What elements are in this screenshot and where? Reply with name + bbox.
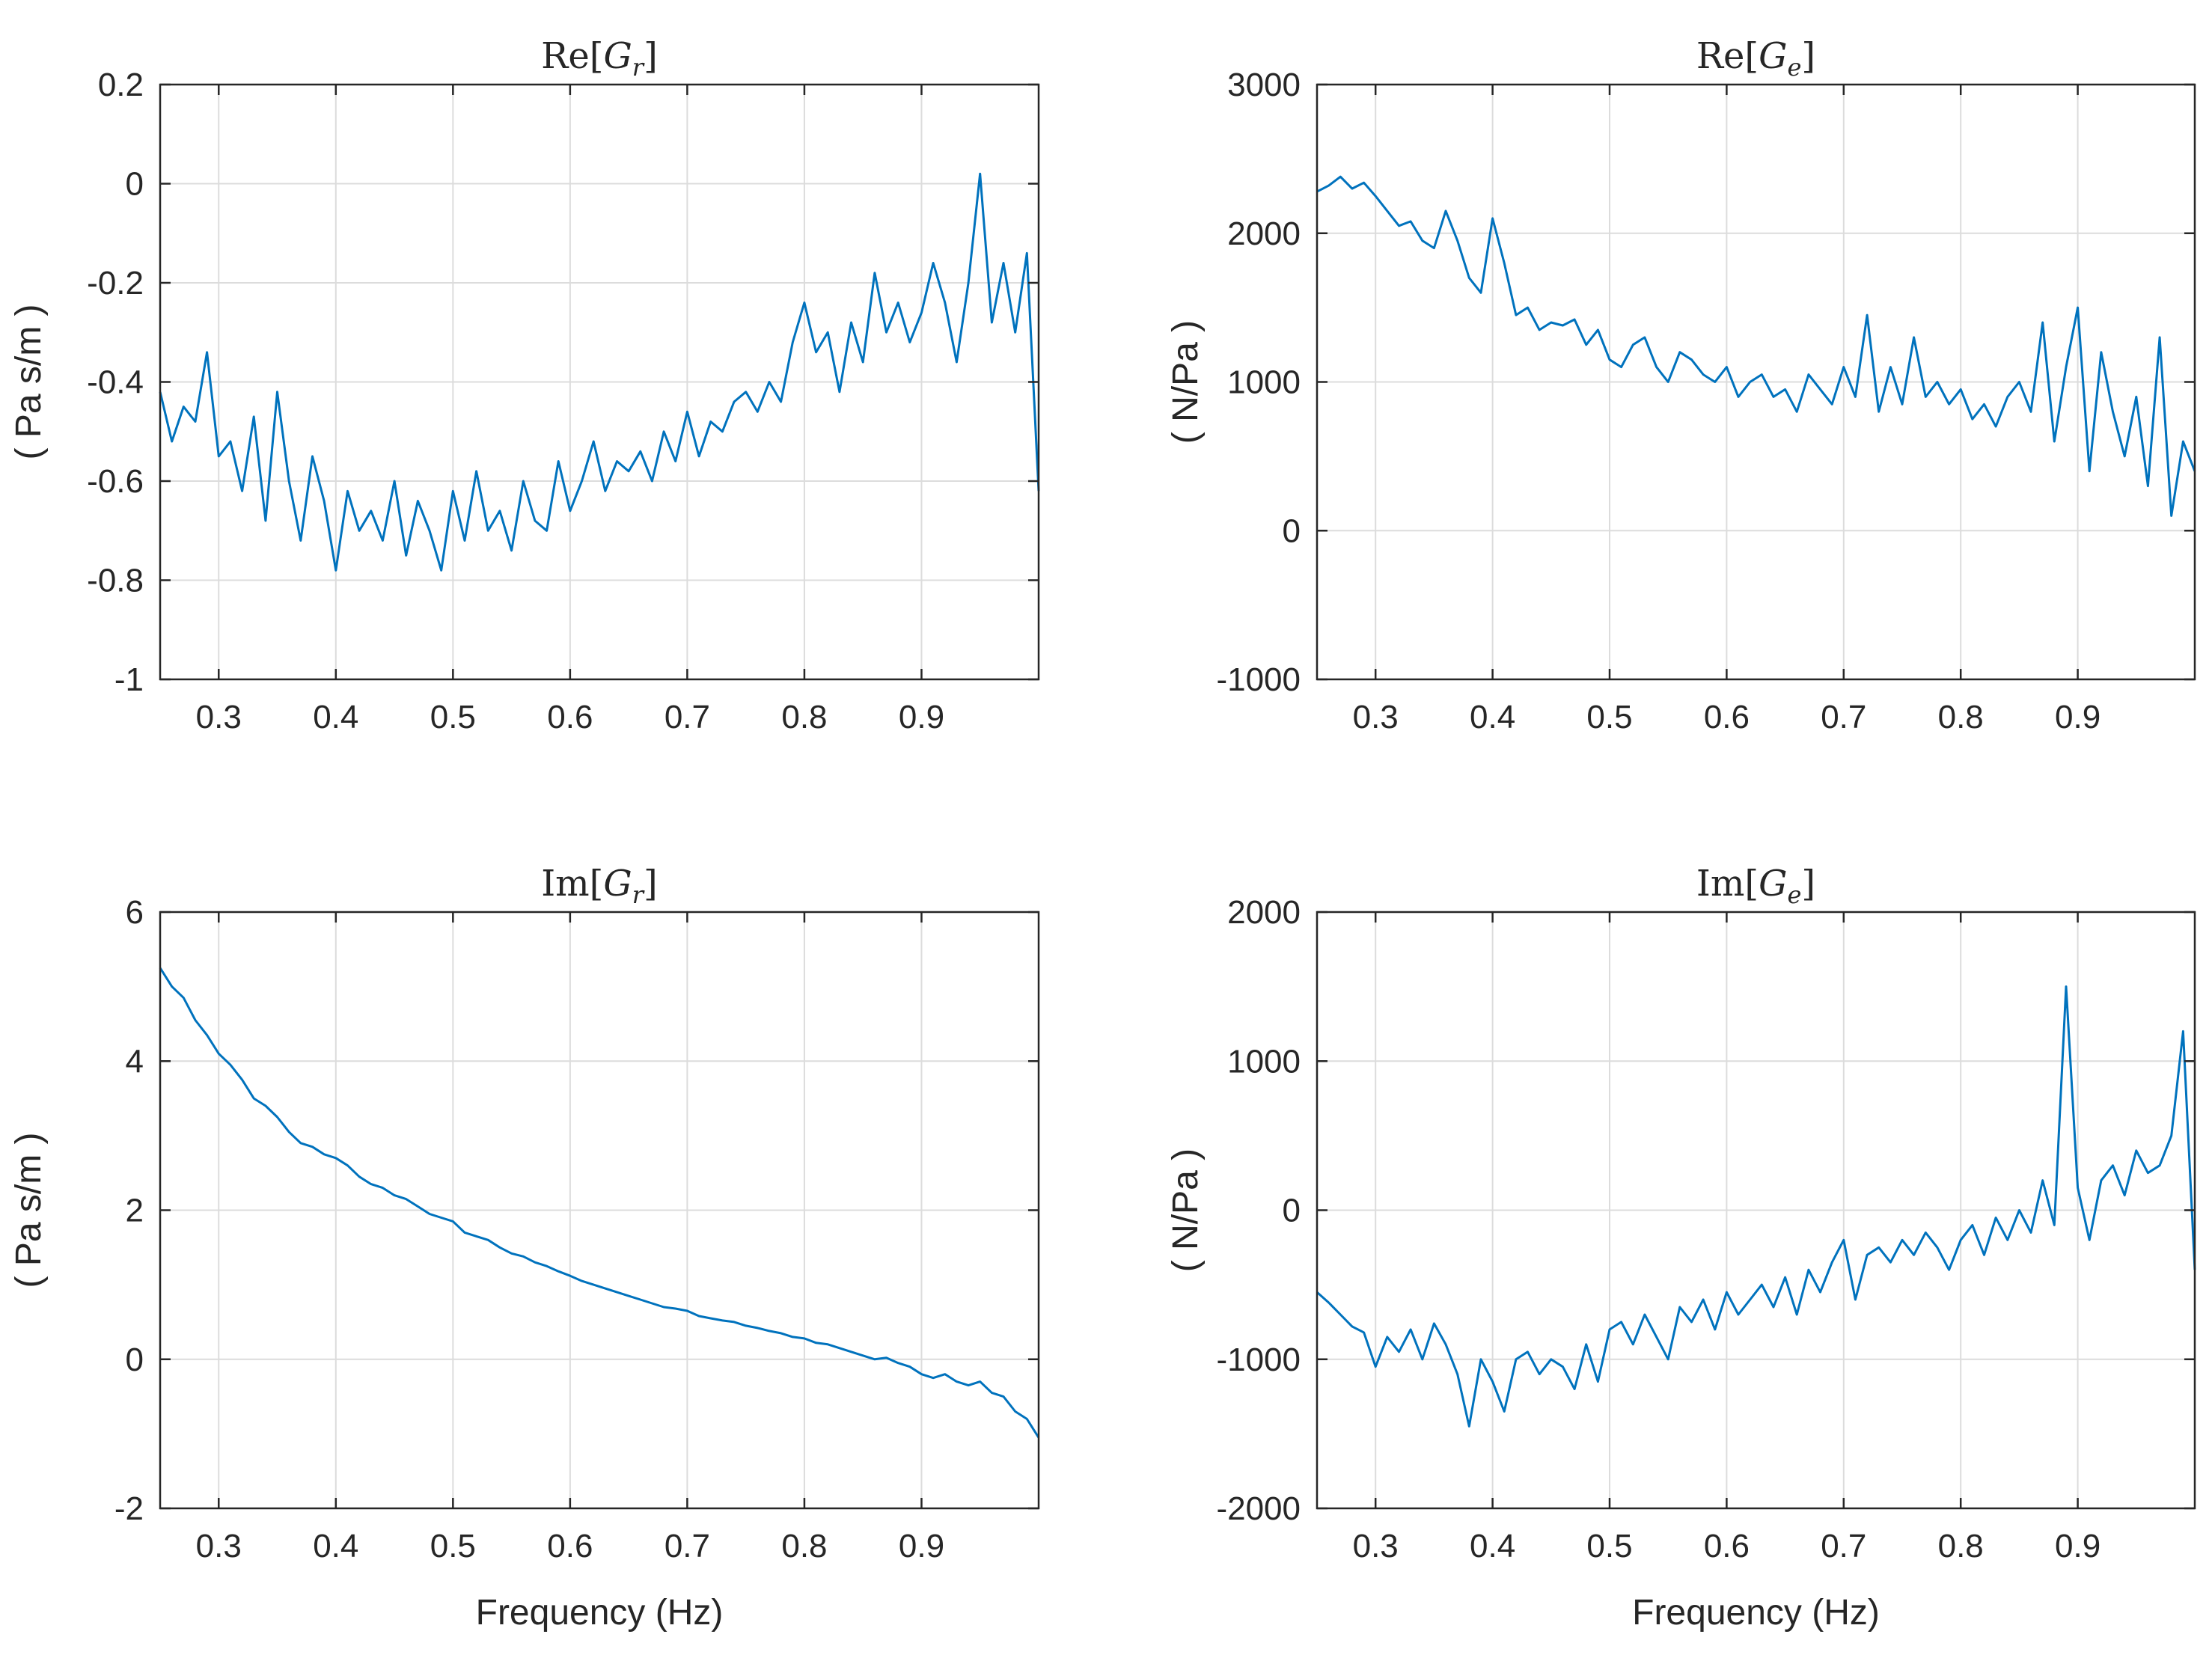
x-tick-label: 0.3 [1353,699,1399,735]
y-tick-label: 2000 [1227,215,1301,252]
series-line [1316,985,2196,1428]
chart-panel-1: 0.3 0.4 0.5 0.6 0.7 0.8 0.9 -1 -0.8 -0.6 -0.4 -0.2 0… [9,35,1040,735]
x-tick-label: 0.6 [1704,699,1750,735]
chart-title: Im[Gr] [541,863,658,909]
x-tick-label: 0.9 [2055,699,2101,735]
x-tick-label: 0.3 [1353,1528,1399,1564]
x-axis-label: Frequency (Hz) [476,1593,724,1633]
y-tick-label: -0.8 [87,563,144,599]
x-tick-label: 0.4 [1470,1528,1515,1564]
x-tick-label: 0.9 [899,699,944,735]
y-tick-label: -1 [114,661,144,698]
y-tick-label: 0 [126,166,144,203]
y-tick-label: 0 [126,1342,144,1378]
x-tick-label: 0.8 [781,699,827,735]
y-tick-label: -1000 [1216,1342,1301,1378]
x-tick-label: 0.4 [313,1528,358,1564]
y-tick-label: -0.2 [87,265,144,302]
x-tick-label: 0.3 [196,1528,242,1564]
x-tick-label: 0.9 [2055,1528,2101,1564]
x-tick-label: 0.7 [1821,1528,1866,1564]
x-tick-label: 0.8 [1938,1528,1984,1564]
y-tick-label: 3000 [1227,67,1301,103]
x-tick-label: 0.9 [899,1528,944,1564]
y-tick-label: -2 [114,1490,144,1527]
y-axis-label: ( N/Pa ) [1166,320,1206,444]
x-tick-label: 0.4 [1470,699,1515,735]
y-tick-label: -1000 [1216,661,1301,698]
x-tick-label: 0.5 [1586,1528,1632,1564]
series-line [1316,175,2196,517]
x-tick-label: 0.6 [547,1528,593,1564]
y-tick-label: 4 [126,1043,144,1080]
x-tick-label: 0.5 [1586,699,1632,735]
x-tick-label: 0.5 [430,1528,476,1564]
x-tick-label: 0.3 [196,699,242,735]
y-tick-label: 2 [126,1193,144,1229]
x-tick-label: 0.7 [1821,699,1866,735]
y-tick-label: 1000 [1227,1043,1301,1080]
y-axis-label: ( Pa s/m ) [9,1132,49,1288]
series-line [159,172,1040,572]
y-tick-label: 0.2 [98,67,144,103]
chart-panel-3: 0.3 0.4 0.5 0.6 0.7 0.8 0.9 -2 0 2 4 6 Im[Gr] ( Pa s/… [9,863,1040,1633]
x-tick-label: 0.4 [313,699,358,735]
x-tick-label: 0.6 [1704,1528,1750,1564]
y-tick-label: -0.6 [87,463,144,500]
x-axis-label: Frequency (Hz) [1632,1593,1880,1633]
y-tick-label: 2000 [1227,894,1301,931]
chart-title: Re[Ge] [1696,35,1815,82]
y-axis-label: ( N/Pa ) [1166,1148,1206,1272]
x-tick-label: 0.5 [430,699,476,735]
x-tick-label: 0.6 [547,699,593,735]
y-tick-label: 6 [126,894,144,931]
x-tick-label: 0.8 [781,1528,827,1564]
y-tick-label: 1000 [1227,364,1301,401]
chart-title: Re[Gr] [541,35,658,82]
series-line [159,967,1040,1439]
y-tick-label: 0 [1283,513,1301,549]
x-tick-label: 0.8 [1938,699,1984,735]
y-tick-label: 0 [1283,1193,1301,1229]
x-tick-label: 0.7 [664,1528,710,1564]
x-tick-label: 0.7 [664,699,710,735]
y-tick-label: -0.4 [87,364,144,401]
chart-panel-4: 0.3 0.4 0.5 0.6 0.7 0.8 0.9 -2000 -1000 0 1000 2000… [1166,863,2196,1633]
y-axis-label: ( Pa s/m ) [9,304,49,459]
chart-panel-2: 0.3 0.4 0.5 0.6 0.7 0.8 0.9 -1000 0 1000 2000 3000 R… [1166,35,2196,735]
chart-title: Im[Ge] [1696,863,1815,909]
y-tick-label: -2000 [1216,1490,1301,1527]
